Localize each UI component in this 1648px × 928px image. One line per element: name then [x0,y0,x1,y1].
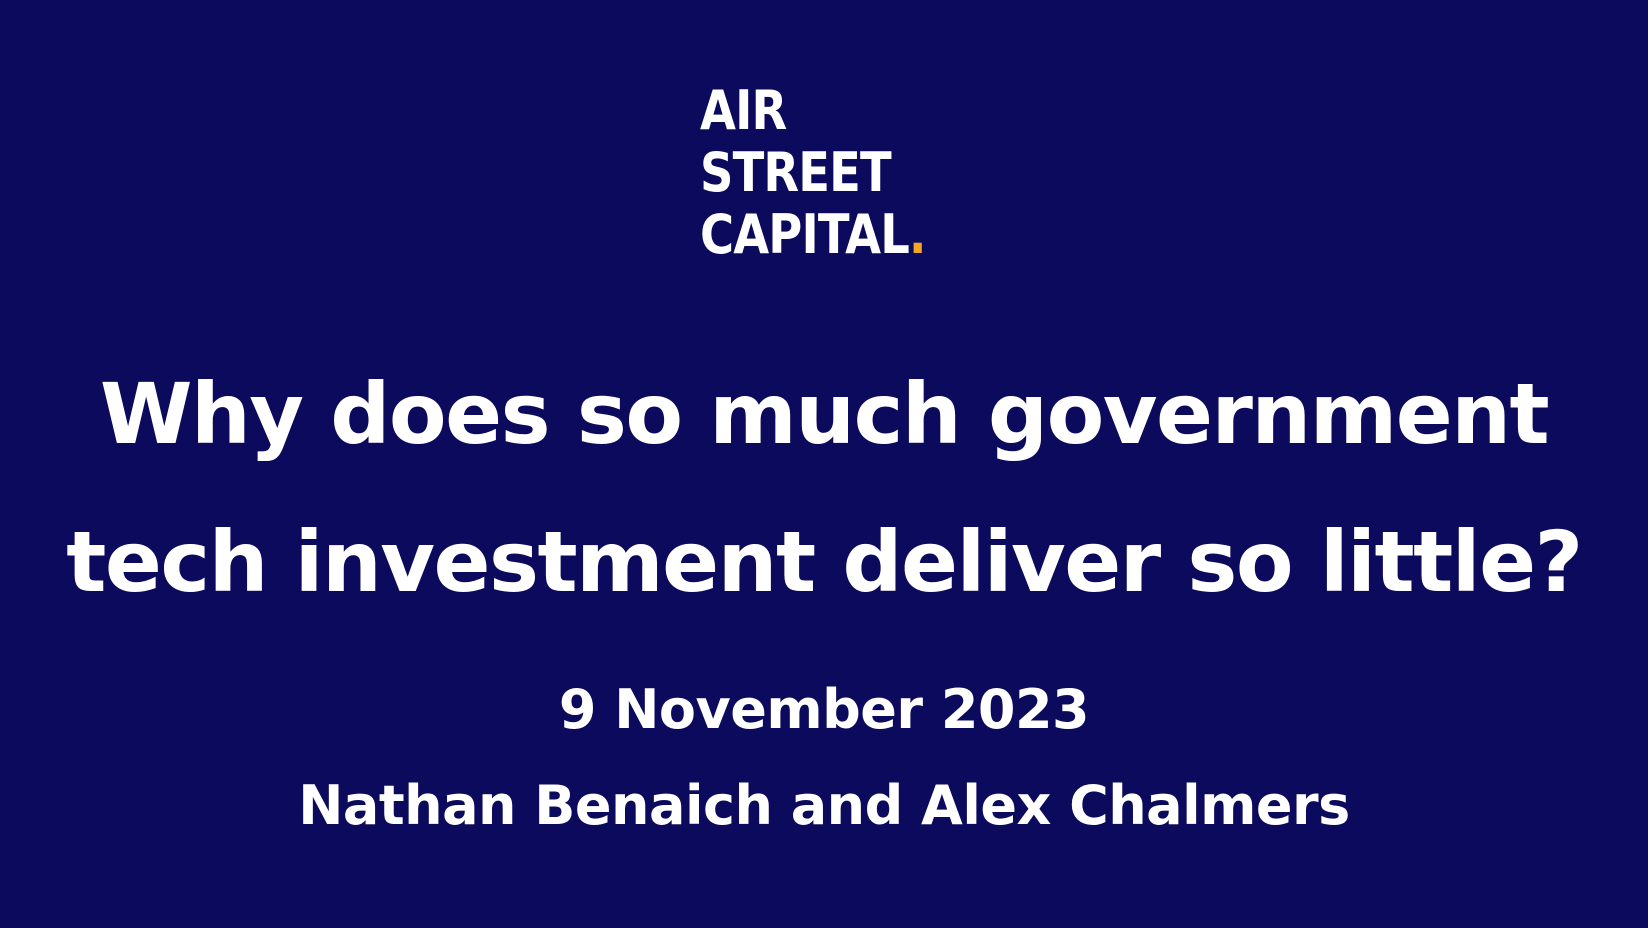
air-street-capital-logo: AIR STREET CAPITAL. [700,79,927,266]
slide-authors: Nathan Benaich and Alex Chalmers [298,774,1350,837]
slide-title-line-2: tech investment deliver so little? [66,513,1583,611]
logo-line-capital: CAPITAL. [700,203,927,266]
logo-line-street: STREET [700,141,892,204]
logo-capital-text: CAPITAL [700,203,910,266]
logo-line-air: AIR [700,79,787,142]
slide-title: Why does so much government tech investm… [0,340,1648,636]
slide-meta: 9 November 2023 Nathan Benaich and Alex … [0,662,1648,854]
slide-date: 9 November 2023 [558,678,1090,741]
logo-dot: . [908,203,927,266]
slide-title-line-1: Why does so much government [99,365,1550,463]
